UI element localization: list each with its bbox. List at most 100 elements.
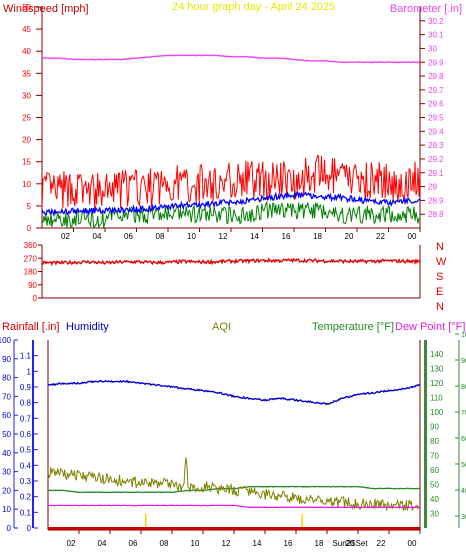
humidity-tick-label: 90 [2, 355, 11, 364]
humidity-tick-label: 80 [2, 374, 11, 383]
barometer-tick-label: 29.6 [428, 100, 444, 109]
temperature-tick-label: 60 [430, 466, 439, 475]
aqi-tick-label: 60 [461, 436, 466, 443]
wind-x-tick-label: 04 [93, 232, 102, 241]
wind-x-tick-label: 02 [61, 232, 70, 241]
wind-average-line [41, 190, 421, 218]
humidity-tick-label: 100 [0, 336, 12, 345]
wind-x-tick-label: 22 [376, 232, 385, 241]
barometer-line [41, 54, 421, 64]
wind-series [41, 54, 421, 229]
wind-low-line [41, 201, 421, 229]
barometer-tick-label: 29.5 [428, 114, 444, 123]
humidity-tick-label: 50 [2, 430, 11, 439]
windspeed-tick-label: 15 [22, 158, 31, 167]
rainfall-tick-label: 0.5 [20, 446, 32, 455]
climate-x-tick-label: 12 [222, 539, 231, 548]
aqi-ticks: 30 40 50 60 70 80 90 100 [455, 332, 466, 521]
wind-x-tick-label: 06 [124, 232, 133, 241]
temperature-tick-label: 120 [430, 379, 444, 388]
humidity-tick-label: 20 [2, 486, 11, 495]
temperature-tick-label: 110 [430, 394, 443, 403]
humidity-tick-label: 70 [2, 392, 11, 401]
compass-label: N [436, 241, 444, 253]
aqi-tick-label: 100 [461, 332, 466, 339]
climate-x-tick-label: 18 [315, 539, 324, 548]
climate-x-tick-label: 06 [129, 539, 138, 548]
windspeed-axis-label: Windspeed [mph] [3, 3, 89, 15]
humidity-tick-label: 30 [2, 468, 11, 477]
rainfall-tick-label: 0.2 [20, 493, 32, 502]
sunset-annotation: Sun25Set [332, 539, 368, 548]
aqi-axis-label: AQI [212, 321, 231, 333]
barometer-tick-label: 30.2 [428, 17, 444, 26]
temperature-axis-bar [424, 340, 427, 528]
rainfall-tick-label: 0 [27, 524, 32, 533]
climate-x-tick-label: 04 [98, 539, 107, 548]
aqi-tick-label: 30 [461, 514, 466, 521]
temperature-tick-label: 50 [430, 481, 439, 490]
climate-series [47, 379, 421, 527]
rainfall-tick-label: 0.1 [20, 508, 32, 517]
wind-x-tick-label: 10 [187, 232, 196, 241]
rainfall-tick-label: 0.9 [20, 383, 32, 392]
barometer-tick-label: 30.1 [428, 31, 444, 40]
direction-tick-label: 90 [28, 281, 37, 290]
rainfall-tick-label: 0.7 [20, 414, 32, 423]
dew-point-line [47, 504, 420, 509]
windspeed-tick-label: 5 [27, 202, 32, 211]
barometer-tick-label: 29.7 [428, 86, 444, 95]
wind-x-tick-label: 14 [250, 232, 259, 241]
dew-point-axis-label: Dew Point [°F] [395, 321, 465, 333]
climate-x-tick-label: 08 [160, 539, 169, 548]
wind-x-ticks: 02 04 06 08 10 12 14 16 18 20 22 00 [61, 228, 421, 241]
direction-tick-label: 180 [24, 268, 38, 277]
direction-panel-frame [41, 245, 421, 299]
humidity-tick-label: 10 [2, 505, 11, 514]
windspeed-tick-label: 0 [27, 224, 32, 233]
direction-tick-label: 360 [24, 241, 38, 250]
temperature-tick-label: 100 [430, 408, 444, 417]
barometer-tick-label: 29.9 [428, 58, 444, 67]
rainfall-tick-label: 0.6 [20, 430, 32, 439]
rainfall-tick-label: 0.4 [20, 461, 32, 470]
windspeed-tick-label: 25 [22, 114, 31, 123]
climate-x-tick-label: 22 [377, 539, 386, 548]
rainfall-axis-label: Rainfall [.in] [2, 321, 59, 333]
compass-label: E [436, 286, 443, 298]
direction-left-ticks: 0 90 180 270 360 [24, 241, 42, 303]
climate-x-tick-label: 10 [191, 539, 200, 548]
climate-x-tick-label: 20 [346, 539, 355, 548]
rainfall-ticks: 0 0.1 0.2 0.3 0.4 0.5 0.6 0.7 0.8 0.9 1 1.1 [20, 352, 38, 533]
wind-x-tick-label: 12 [219, 232, 228, 241]
humidity-tick-label: 60 [2, 411, 11, 420]
barometer-tick-label: 28.9 [428, 196, 444, 205]
barometer-axis-label: Barometer [.in] [390, 3, 462, 15]
barometer-tick-label: 30 [428, 44, 437, 53]
barometer-tick-label: 29.4 [428, 127, 444, 136]
wind-x-tick-label: 20 [345, 232, 354, 241]
windspeed-tick-label: 45 [22, 25, 31, 34]
climate-x-tick-label: 00 [408, 539, 417, 548]
temperature-tick-label: 70 [430, 452, 439, 461]
temperature-axis-label: Temperature [°F] [312, 321, 394, 333]
compass-label: W [436, 256, 447, 268]
windspeed-tick-label: 40 [22, 47, 31, 56]
aqi-tick-label: 70 [461, 410, 466, 417]
climate-x-tick-label: 02 [67, 539, 76, 548]
humidity-tick-label: 40 [2, 449, 11, 458]
climate-x-tick-label: 16 [284, 539, 293, 548]
rainfall-baseline [48, 527, 420, 530]
climate-panel-frame [13, 340, 460, 531]
rainfall-tick-label: 0.3 [20, 477, 32, 486]
barometer-tick-label: 29.3 [428, 141, 444, 150]
compass-label: S [436, 271, 443, 283]
barometer-tick-label: 29 [428, 183, 437, 192]
rainfall-tick-label: 0.8 [20, 399, 32, 408]
direction-tick-label: 0 [33, 294, 38, 303]
aqi-tick-label: 40 [461, 488, 466, 495]
barometer-right-ticks: 28.8 28.9 29 29.1 29.2 29.3 29.4 29.5 29.6 29.7 29… [420, 17, 444, 219]
temperature-tick-label: 90 [430, 423, 439, 432]
